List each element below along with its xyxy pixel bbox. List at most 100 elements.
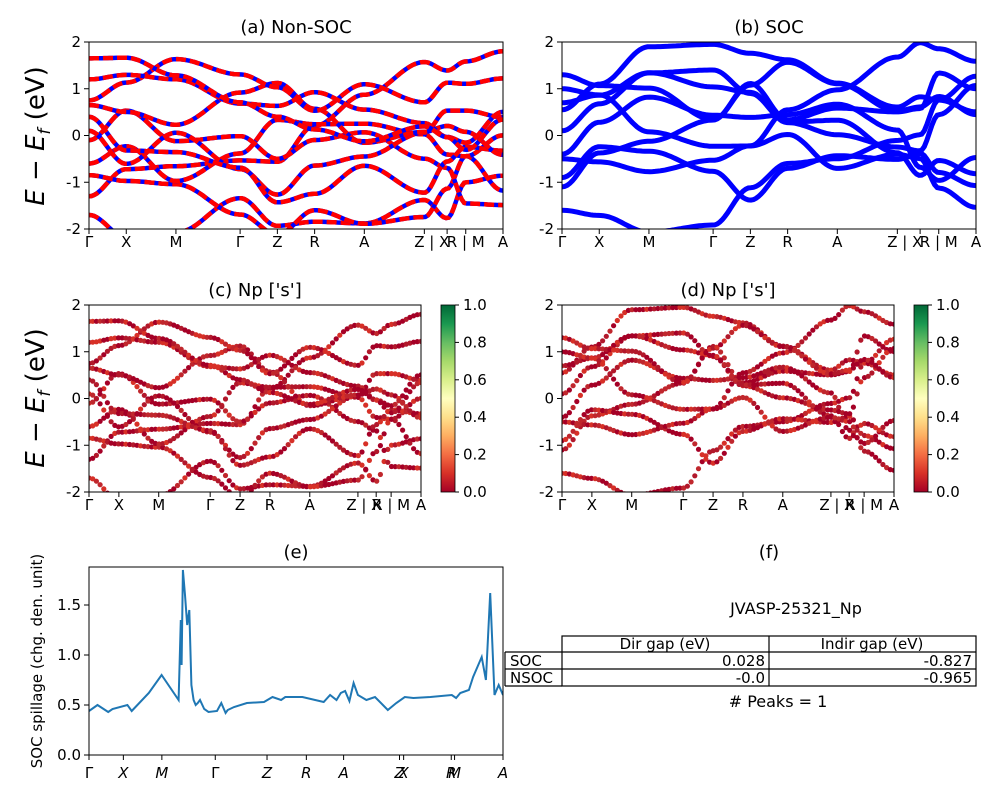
projection-point [695, 406, 702, 412]
projection-point [182, 427, 188, 433]
projection-point [127, 411, 133, 417]
colorbar-tick-label: 0.8 [936, 333, 960, 351]
projection-point [729, 329, 735, 335]
projection-point [832, 315, 838, 321]
projection-point [377, 400, 383, 406]
projection-point [178, 430, 184, 436]
projection-point [403, 434, 409, 440]
y-tick-label: 0.0 [57, 746, 81, 764]
projection-point [289, 438, 295, 444]
projection-point [241, 453, 247, 459]
projection-point [90, 476, 96, 482]
projection-point [766, 355, 772, 362]
projection-point [127, 419, 133, 425]
projection-point [222, 370, 229, 376]
projection-point [108, 433, 114, 439]
projection-point [256, 397, 262, 403]
projection-point [281, 379, 288, 385]
projection-point [230, 384, 236, 390]
projection-point [97, 482, 103, 488]
projection-point [377, 329, 383, 335]
projection-point [252, 383, 258, 389]
projection-point [138, 495, 143, 500]
projection-point [566, 433, 573, 439]
x-tick-label: Z [272, 233, 282, 251]
projection-point [802, 356, 809, 362]
spin-up-band [89, 114, 503, 205]
projection-point [622, 348, 628, 354]
projection-point [695, 413, 702, 419]
soc-band [562, 59, 976, 123]
projection-point [747, 382, 753, 388]
projection-point [296, 384, 302, 390]
projection-point [97, 355, 103, 361]
projection-point [101, 352, 107, 358]
projection-point [858, 379, 864, 385]
projection-point [392, 401, 398, 407]
projection-point [248, 381, 254, 387]
projection-point [850, 424, 857, 430]
projection-point [577, 417, 584, 423]
spin-up-band [89, 173, 503, 229]
panel-a-title: (a) Non-SOC [240, 17, 351, 38]
projection-point [134, 421, 140, 427]
projection-point [304, 417, 310, 423]
projection-point [766, 338, 772, 344]
y-tick-label: -2 [66, 483, 81, 501]
x-tick-label: M [448, 764, 461, 782]
projection-point [407, 381, 413, 387]
projection-point [108, 405, 114, 411]
projection-point [340, 413, 347, 419]
projection-point [241, 344, 247, 350]
projection-point [108, 318, 114, 324]
projection-point [629, 432, 635, 438]
projection-point [293, 352, 299, 358]
x-tick-label: M [169, 233, 182, 251]
projection-point [585, 422, 591, 428]
projection-point [825, 419, 831, 425]
colorbar-tick-label: 0.2 [463, 446, 487, 464]
projection-point [149, 412, 155, 418]
projection-point [407, 440, 413, 446]
colorbar-tick-label: 0.0 [936, 483, 960, 501]
projection-point [655, 305, 661, 312]
colorbar-tick-label: 0.2 [936, 446, 960, 464]
projection-point [333, 403, 339, 409]
projection-point [762, 358, 768, 364]
projection-point [677, 305, 683, 310]
projection-point [699, 459, 705, 465]
projection-point [189, 466, 195, 472]
projection-point [396, 398, 402, 404]
projection-point [791, 385, 798, 391]
projection-point [204, 420, 210, 427]
projection-point [703, 456, 709, 462]
projection-point [252, 482, 258, 488]
projection-point [396, 421, 402, 428]
projection-point [134, 496, 139, 501]
projection-point [570, 383, 576, 389]
projection-point [566, 366, 573, 372]
projection-point [304, 401, 310, 407]
projection-point [101, 443, 107, 449]
projection-point [614, 381, 620, 387]
projection-point [688, 436, 694, 442]
projection-point [566, 410, 573, 416]
projection-point [891, 467, 894, 473]
projection-point [880, 354, 886, 360]
projection-point [171, 486, 177, 492]
x-tick-label: A [497, 764, 508, 782]
x-tick-label: R | M [447, 233, 485, 251]
projection-point [747, 397, 753, 403]
projection-point [614, 487, 620, 492]
projection-point [758, 361, 764, 367]
projection-point [222, 396, 229, 402]
projection-point [666, 330, 672, 337]
projection-point [230, 482, 236, 488]
panel-e-title: (e) [283, 542, 308, 563]
projection-point [688, 406, 694, 412]
projection-point [230, 366, 236, 372]
projection-point [614, 364, 620, 370]
projection-point [607, 328, 613, 334]
x-tick-label: A [337, 764, 348, 782]
projection-point [688, 418, 694, 424]
